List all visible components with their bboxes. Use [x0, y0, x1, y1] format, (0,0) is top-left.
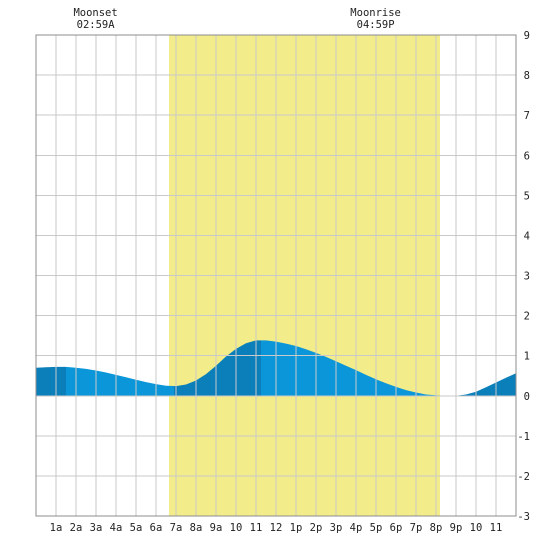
x-tick-label: 1p — [290, 522, 303, 534]
x-tick-label: 5a — [130, 522, 143, 534]
y-tick-label: 2 — [524, 311, 530, 323]
tide-area-segment — [66, 366, 174, 396]
tide-area-segment — [454, 373, 516, 396]
x-tick-label: 11 — [250, 522, 263, 534]
moonrise-time: 04:59P — [357, 19, 395, 31]
x-tick-label: 1a — [50, 522, 63, 534]
x-tick-label: 10 — [230, 522, 243, 534]
x-tick-label: 2p — [310, 522, 323, 534]
moonset-time: 02:59A — [77, 19, 116, 31]
y-tick-label: 3 — [524, 271, 530, 283]
y-tick-label: -2 — [517, 471, 530, 483]
y-tick-label: 5 — [524, 190, 530, 202]
x-tick-label: 6a — [150, 522, 163, 534]
x-tick-label: 3p — [330, 522, 343, 534]
x-tick-label: 12 — [270, 522, 283, 534]
y-tick-label: 9 — [524, 30, 530, 42]
y-tick-label: -1 — [517, 431, 530, 443]
moonrise-label: Moonrise — [350, 7, 401, 19]
x-tick-label: 8p — [430, 522, 443, 534]
plot-frame — [35, 34, 517, 517]
x-tick-label: 11 — [490, 522, 503, 534]
tide-area-segment — [261, 340, 454, 396]
y-tick-label: -3 — [517, 511, 530, 523]
x-tick-label: 7p — [410, 522, 423, 534]
x-tick-label: 6p — [390, 522, 403, 534]
tide-area-segment — [36, 366, 66, 396]
x-tick-label: 10 — [470, 522, 483, 534]
y-tick-label: 0 — [524, 391, 530, 403]
x-tick-label: 8a — [190, 522, 203, 534]
moonset-label: Moonset — [73, 7, 117, 19]
y-tick-label: 8 — [524, 70, 530, 82]
x-tick-label: 9p — [450, 522, 463, 534]
x-tick-label: 4p — [350, 522, 363, 534]
x-tick-label: 5p — [370, 522, 383, 534]
y-tick-label: 7 — [524, 110, 530, 122]
y-tick-label: 1 — [524, 351, 530, 363]
x-tick-label: 3a — [90, 522, 103, 534]
x-tick-label: 2a — [70, 522, 83, 534]
x-tick-label: 4a — [110, 522, 123, 534]
x-tick-label: 7a — [170, 522, 183, 534]
x-tick-label: 9a — [210, 522, 223, 534]
y-tick-label: 4 — [524, 230, 530, 242]
y-tick-label: 6 — [524, 150, 530, 162]
